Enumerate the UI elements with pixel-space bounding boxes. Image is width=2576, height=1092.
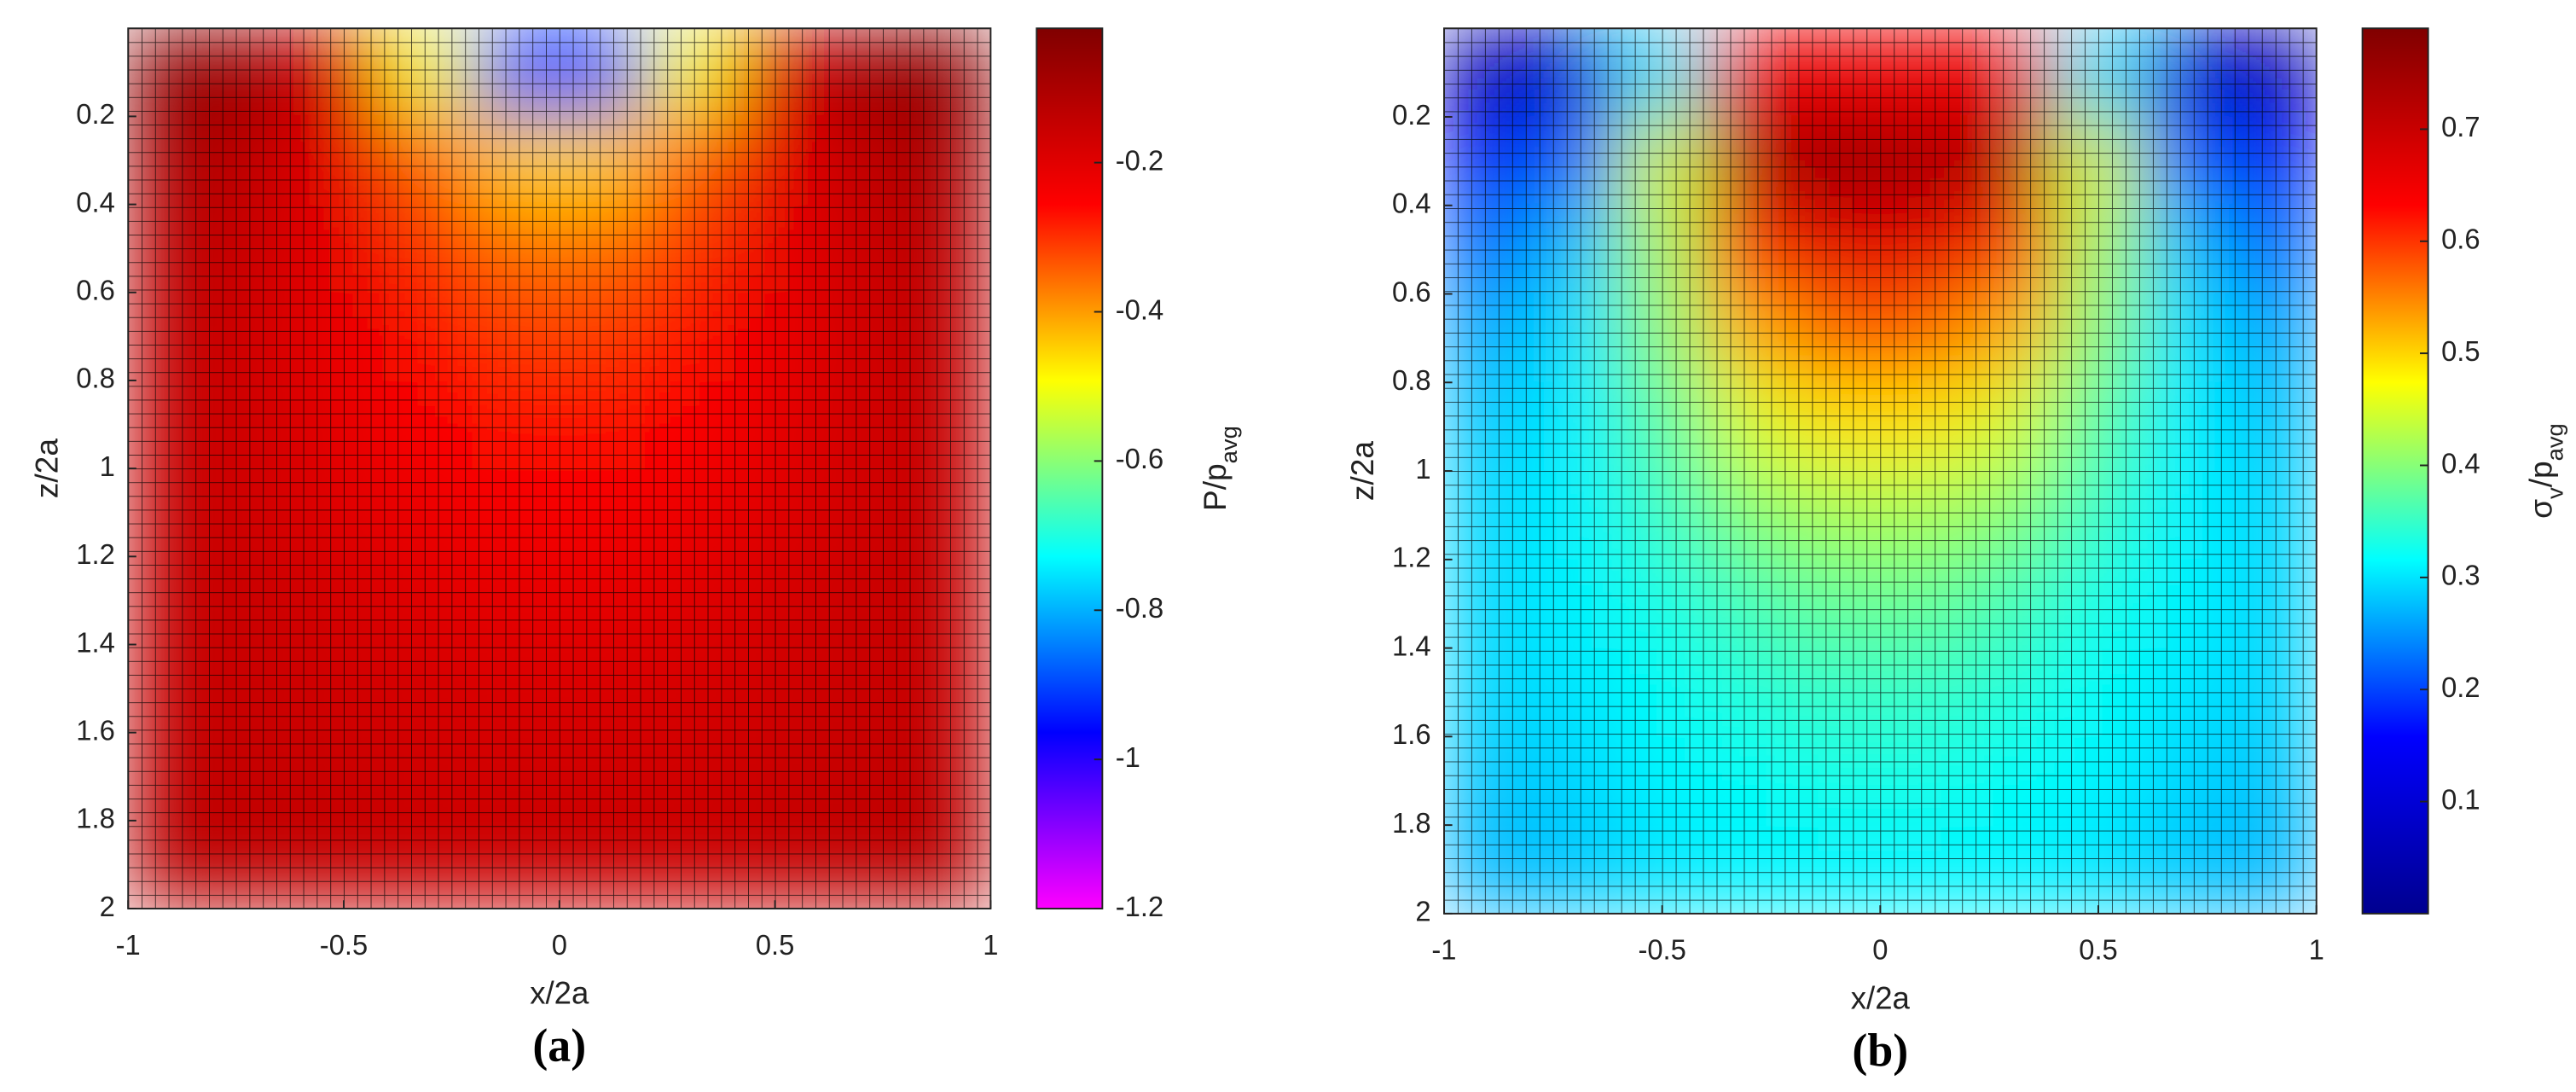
- y-tick-label: 0.4: [1392, 187, 1431, 218]
- x-tick-label: 1: [2309, 933, 2324, 965]
- x-tick-label: 0: [552, 929, 567, 961]
- colorbar-tick-label: 0.1: [2441, 783, 2480, 815]
- y-tick-label: 0.4: [76, 186, 115, 218]
- x-tick-label: 1: [983, 929, 998, 961]
- y-tick-label: 1: [1415, 453, 1430, 485]
- y-tick-label: 0.6: [1392, 276, 1431, 307]
- panel-label: (a): [532, 1019, 586, 1071]
- x-axis-label: x/2a: [1851, 980, 1911, 1015]
- mesh: [1443, 28, 2317, 914]
- x-tick-label: 0.5: [756, 929, 795, 961]
- y-tick-label: 0.8: [76, 363, 115, 394]
- y-tick-label: 0.2: [1392, 99, 1431, 131]
- colorbar-label: P/pavg: [1198, 426, 1242, 511]
- colorbar: [1036, 27, 1104, 910]
- colorbar-tick-label: 0.6: [2441, 223, 2480, 254]
- panel-label: (b): [1852, 1025, 1908, 1076]
- y-tick-label: 1.8: [1392, 807, 1431, 839]
- colorbar-tick-label: -0.8: [1116, 592, 1163, 624]
- x-tick-label: 0: [1872, 933, 1888, 965]
- colorbar-tick-label: -1: [1116, 741, 1140, 773]
- colorbar: [2361, 27, 2429, 915]
- y-tick-label: 1: [100, 450, 115, 482]
- colorbar-label-part: avg: [2541, 423, 2567, 461]
- y-tick-label: 2: [1415, 895, 1430, 926]
- colorbar-label-part: /p: [2523, 461, 2558, 487]
- y-tick-label: 1.4: [76, 626, 115, 658]
- colorbar-tick-label: -0.4: [1116, 293, 1163, 325]
- plot-area: [1443, 28, 2317, 914]
- x-tick-label: -1: [116, 929, 141, 961]
- colorbar-tick-label: -0.2: [1116, 144, 1163, 176]
- y-axis-label: z/2a: [30, 439, 65, 499]
- y-tick-label: 1.8: [76, 802, 115, 834]
- colorbar-label-part: σ: [2523, 499, 2558, 519]
- colorbar-label-part: P/p: [1198, 463, 1233, 511]
- x-tick-label: -1: [1431, 933, 1456, 965]
- colorbar-label-part: avg: [1215, 426, 1242, 463]
- y-tick-label: 2: [100, 891, 115, 922]
- y-axis-label: z/2a: [1345, 440, 1380, 501]
- y-tick-label: 0.8: [1392, 364, 1431, 396]
- x-tick-label: 0.5: [2079, 933, 2118, 965]
- colorbar-tick-label: 0.4: [2441, 447, 2480, 479]
- colorbar-tick-label: 0.2: [2441, 671, 2480, 703]
- x-tick-label: -0.5: [1638, 933, 1685, 965]
- y-tick-label: 1.2: [76, 538, 115, 570]
- y-tick-label: 1.4: [1392, 630, 1431, 661]
- y-tick-label: 1.6: [1392, 718, 1431, 750]
- colorbar-label: σv/pavg: [2523, 423, 2567, 519]
- y-tick-label: 0.2: [76, 98, 115, 130]
- y-tick-label: 1.6: [76, 714, 115, 746]
- colorbar-tick-label: -0.6: [1116, 443, 1163, 474]
- colorbar-tick-label: 0.5: [2441, 335, 2480, 367]
- colorbar-label-part: v: [2541, 487, 2567, 499]
- x-axis-label: x/2a: [530, 975, 589, 1010]
- y-tick-label: 0.6: [76, 274, 115, 305]
- colorbar-tick-label: 0.7: [2441, 111, 2480, 142]
- plot-area: [128, 28, 991, 909]
- colorbar-tick-label: -1.2: [1116, 891, 1163, 922]
- colorbar-tick-label: 0.3: [2441, 559, 2480, 590]
- y-tick-label: 1.2: [1392, 541, 1431, 572]
- x-tick-label: -0.5: [320, 929, 368, 961]
- mesh: [128, 28, 991, 909]
